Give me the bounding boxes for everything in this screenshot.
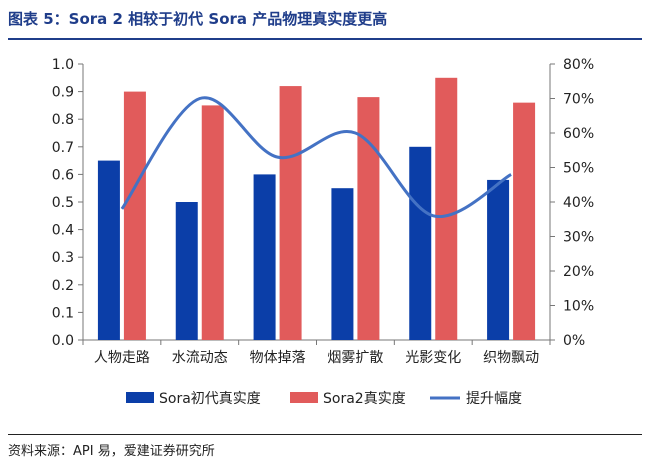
category-label: 物体掉落: [250, 350, 306, 366]
line-improvement: [120, 96, 512, 218]
left-tick-label: 0.9: [52, 85, 74, 101]
legend-sora-v1-label: Sora初代真实度: [159, 390, 261, 407]
title-rule: [8, 38, 642, 40]
bar-sora-v1: [175, 202, 198, 340]
left-tick-label: 0.0: [52, 333, 74, 349]
source-rule: [8, 434, 642, 435]
right-tick-label: 60%: [563, 126, 594, 142]
bar-sora-v1: [253, 174, 276, 340]
right-tick-label: 50%: [563, 161, 594, 177]
bar-sora-2: [201, 105, 224, 341]
category-label: 水流动态: [172, 350, 228, 366]
left-tick-label: 1.0: [52, 57, 74, 73]
category-label: 织物飘动: [483, 350, 539, 366]
bar-sora-2: [279, 86, 302, 340]
category-label: 人物走路: [94, 350, 150, 366]
legend-sora-v1-swatch: [126, 392, 154, 403]
bar-sora-2: [357, 97, 380, 341]
right-tick-label: 20%: [563, 264, 594, 280]
right-tick-label: 40%: [563, 195, 594, 211]
bar-sora-v1: [409, 146, 432, 340]
bar-sora-v1: [97, 160, 120, 340]
bar-sora-2: [435, 77, 458, 341]
bar-sora-2: [513, 102, 536, 340]
category-label: 烟雾扩散: [327, 350, 383, 366]
legend-sora-2-label: Sora2真实度: [323, 391, 406, 407]
left-tick-label: 0.5: [52, 195, 74, 211]
figure-title: 图表 5：Sora 2 相较于初代 Sora 产品物理真实度更高: [8, 10, 388, 28]
left-tick-label: 0.1: [52, 305, 74, 321]
right-tick-label: 30%: [563, 230, 594, 246]
bar-sora-v1: [331, 188, 354, 340]
chart: 1.0 0.9 0.8 0.7 0.6 0.5 0.4 0.3 0.2 0.1 0.0 80% 70% 6…: [52, 57, 594, 407]
left-tick-label: 0.2: [52, 278, 74, 294]
legend-sora-2-swatch: [290, 392, 318, 403]
legend-improvement-label: 提升幅度: [466, 391, 522, 407]
left-tick-label: 0.8: [52, 112, 74, 128]
category-label: 光影变化: [405, 350, 461, 366]
right-tick-label: 10%: [563, 299, 594, 315]
left-tick-label: 0.4: [52, 223, 74, 239]
left-tick-label: 0.6: [52, 167, 74, 183]
right-tick-label: 70%: [563, 92, 594, 108]
left-tick-label: 0.3: [52, 250, 74, 266]
right-tick-label: 0%: [563, 333, 585, 349]
source-note: 资料来源：API 易，爱建证券研究所: [8, 444, 215, 459]
bar-sora-2: [123, 91, 146, 340]
left-tick-label: 0.7: [52, 140, 74, 156]
bar-sora-v1: [487, 179, 510, 340]
right-tick-label: 80%: [563, 57, 594, 73]
